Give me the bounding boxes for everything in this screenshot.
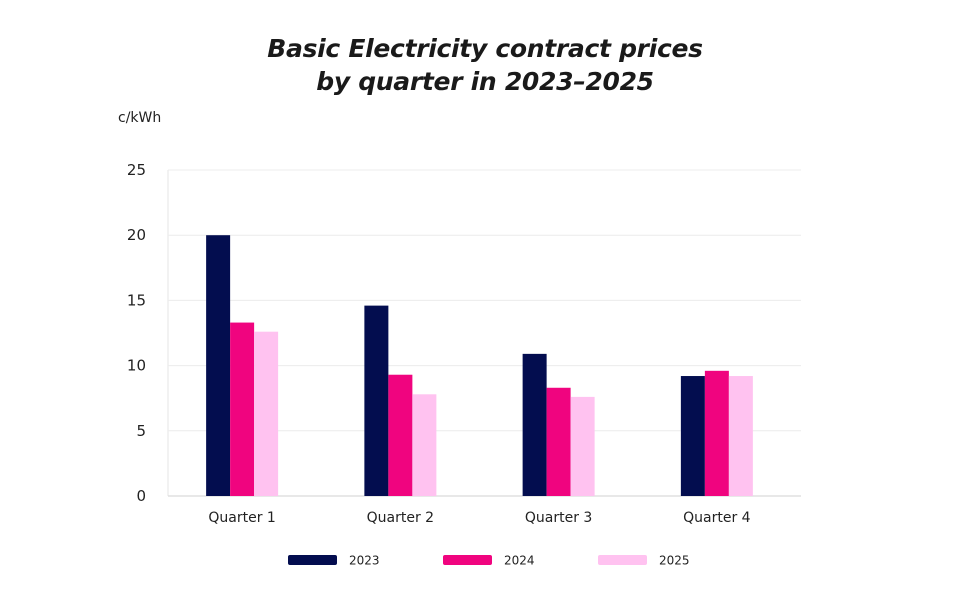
y-tick-label: 0	[136, 487, 146, 505]
y-axis-unit-label: c/kWh	[118, 110, 162, 126]
x-tick-label: Quarter 3	[525, 510, 592, 526]
bar-2024-q4	[704, 370, 729, 496]
bar-2025-q2	[412, 394, 437, 496]
bar-2025-q4	[728, 376, 753, 496]
bar-2023-q2	[364, 305, 389, 496]
y-tick-label: 25	[127, 161, 146, 179]
bar-2024-q1	[230, 322, 255, 496]
bar-2023-q1	[206, 235, 231, 496]
x-tick-label: Quarter 2	[367, 510, 434, 526]
bar-2023-q3	[522, 353, 547, 496]
legend-label-2025: 2025	[659, 554, 690, 568]
chart-title-line-2: by quarter in 2023–2025	[316, 67, 654, 96]
legend-swatch-2024	[443, 555, 492, 565]
y-tick-label: 5	[136, 422, 146, 440]
legend-label-2023: 2023	[349, 554, 380, 568]
bar-2025-q3	[570, 396, 595, 496]
y-tick-label: 20	[127, 226, 146, 244]
bar-2023-q4	[680, 376, 705, 496]
legend-swatch-2023	[288, 555, 337, 565]
bar-2024-q3	[546, 387, 571, 496]
x-tick-label: Quarter 4	[683, 510, 751, 526]
bar-2025-q1	[254, 331, 279, 496]
x-tick-label: Quarter 1	[208, 510, 275, 526]
y-tick-label: 10	[127, 357, 146, 375]
bar-2024-q2	[388, 374, 413, 496]
legend-label-2024: 2024	[504, 554, 535, 568]
chart-title-line-1: Basic Electricity contract prices	[267, 34, 703, 63]
y-tick-label: 15	[127, 291, 146, 309]
legend-swatch-2025	[598, 555, 647, 565]
